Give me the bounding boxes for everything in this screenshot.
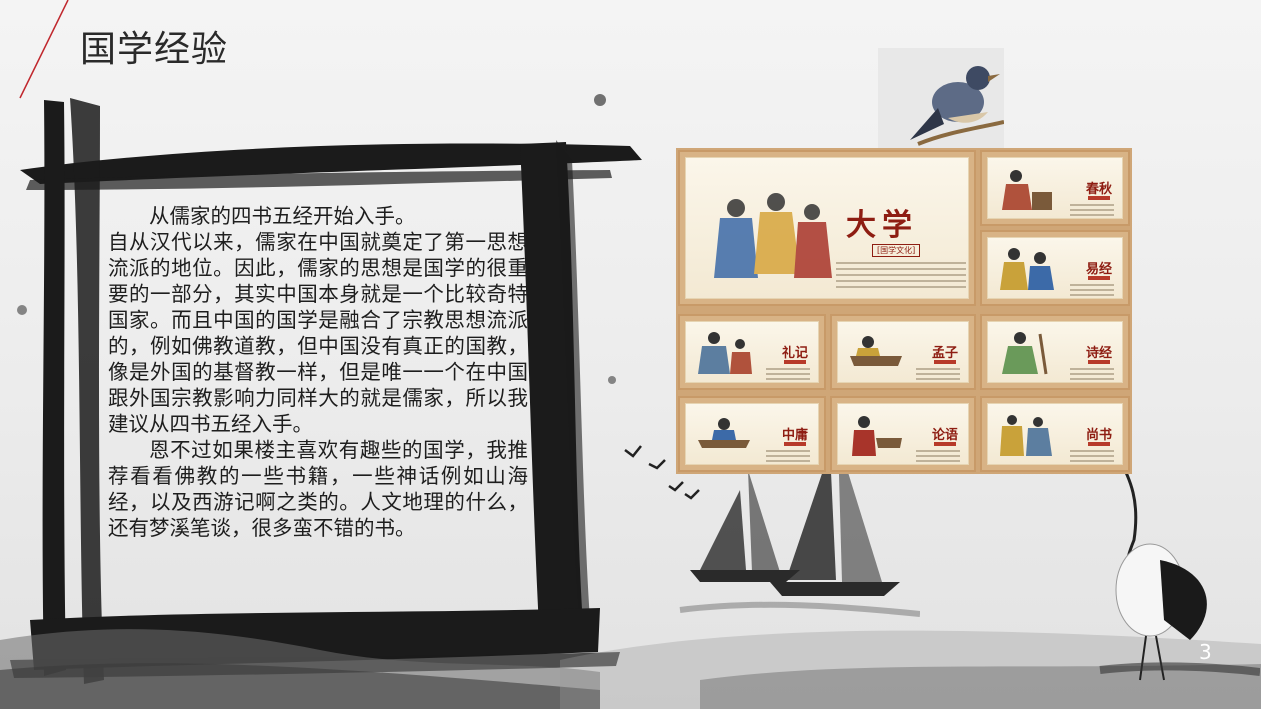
figure-illustration: [1002, 332, 1048, 375]
book-title: 中庸: [781, 428, 808, 443]
book-title: 孟子: [931, 346, 958, 361]
title-accent-line: [19, 0, 69, 99]
book-title: 论语: [931, 428, 958, 443]
figure-illustration: [1000, 248, 1054, 290]
perched-bird-illustration: [878, 48, 1004, 148]
book-title: 尚书: [1085, 428, 1112, 443]
book-title: 诗经: [1085, 346, 1112, 361]
figure-illustration: [850, 336, 902, 366]
scholars-illustration: [714, 193, 832, 278]
book-poster: 春秋: [980, 150, 1130, 226]
book-title: 大学: [846, 208, 918, 243]
body-text: 从儒家的四书五经开始入手。 自从汉代以来，儒家在中国就奠定了第一思想流派的地位。…: [108, 203, 528, 541]
book-badge: [国学文化]: [872, 244, 921, 257]
slide-title: 国学经验: [80, 29, 229, 70]
book-poster: 中庸: [678, 396, 826, 472]
ink-mountains: [0, 629, 1261, 709]
figure-illustration: [1002, 170, 1052, 210]
body-paragraph: 从儒家的四书五经开始入手。: [149, 204, 416, 228]
book-title: 礼记: [781, 346, 808, 361]
body-paragraph: 自从汉代以来，儒家在中国就奠定了第一思想流派的地位。因此，儒家的思想是国学的很重…: [108, 230, 528, 436]
book-poster: 礼记: [678, 314, 826, 390]
book-poster: 诗经: [980, 314, 1130, 390]
book-poster: 孟子: [830, 314, 976, 390]
sailboats-illustration: [679, 440, 920, 617]
book-poster: 易经: [980, 230, 1130, 306]
book-title: 春秋: [1085, 182, 1112, 197]
page-number: 3: [1199, 640, 1212, 664]
book-poster: 论语: [830, 396, 976, 472]
figure-illustration: [698, 332, 752, 374]
figure-illustration: [1000, 415, 1052, 456]
book-poster-daxue: 大学 [国学文化]: [678, 150, 976, 306]
flying-birds-icon: [624, 445, 700, 500]
text-lines-decoration: [836, 262, 966, 292]
figure-illustration: [698, 418, 750, 448]
crane-illustration: [1099, 453, 1260, 681]
book-title: 易经: [1085, 262, 1112, 277]
figure-illustration: [852, 416, 902, 456]
book-poster: 尚书: [980, 396, 1130, 472]
book-poster-collage: 大学 [国学文化] 春秋 易经: [676, 148, 1132, 474]
body-paragraph: 恩不过如果楼主喜欢有趣些的国学，我推荐看看佛教的一些书籍，一些神话例如山海经，以…: [108, 438, 528, 540]
